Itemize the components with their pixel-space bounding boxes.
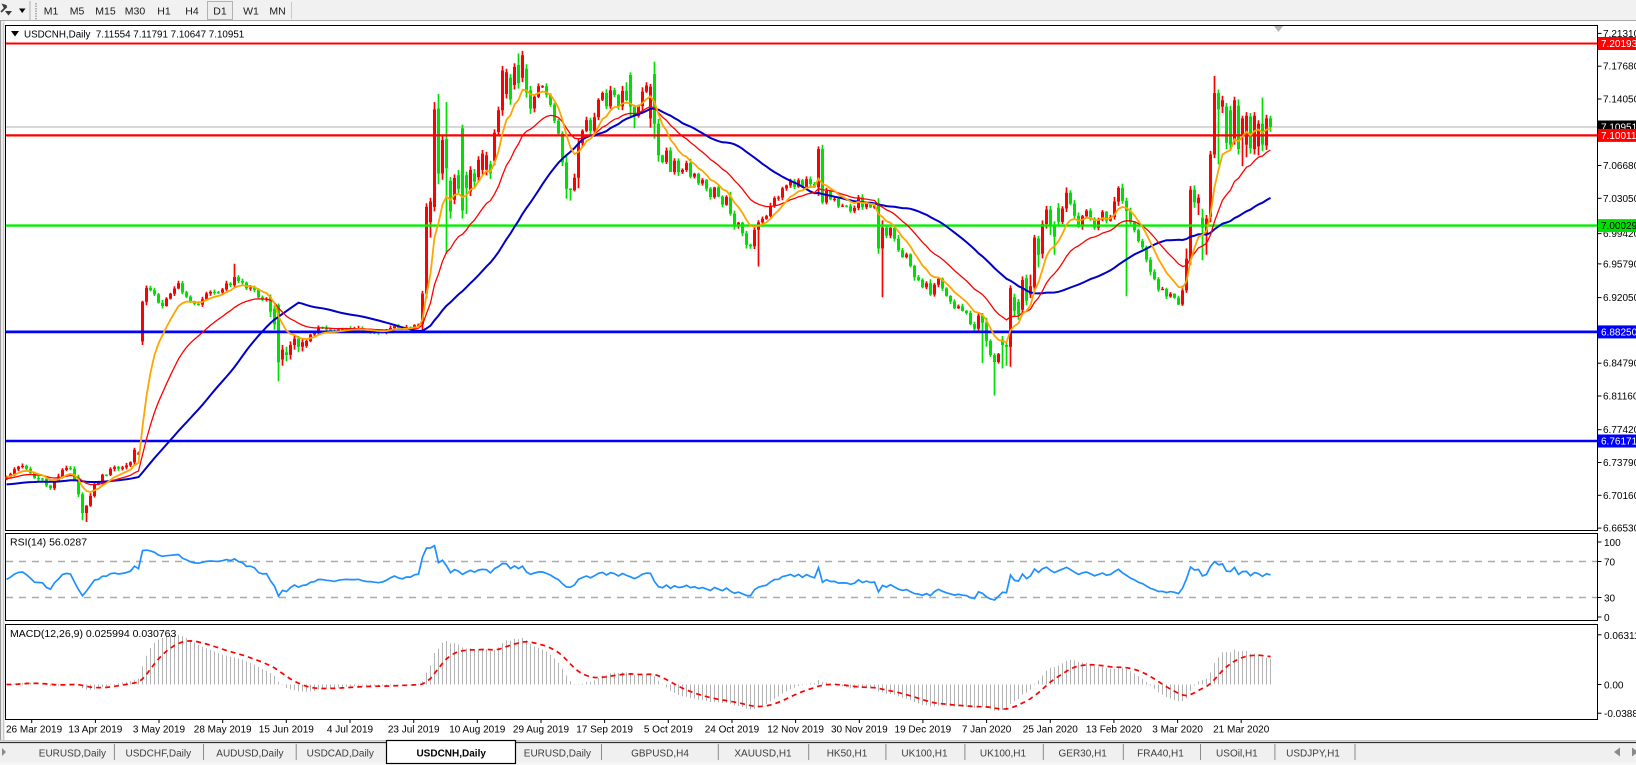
svg-text:EURUSD,Daily: EURUSD,Daily [39, 749, 106, 760]
svg-text:25 Jan 2020: 25 Jan 2020 [1023, 725, 1078, 736]
svg-text:70: 70 [1604, 558, 1616, 569]
svg-text:7.03050: 7.03050 [1603, 194, 1636, 205]
svg-text:RSI(14) 56.0287: RSI(14) 56.0287 [10, 537, 87, 549]
svg-text:7.10951: 7.10951 [1601, 123, 1636, 134]
svg-text:6.70160: 6.70160 [1603, 491, 1636, 502]
svg-text:13 Apr 2019: 13 Apr 2019 [68, 725, 122, 736]
svg-text:H4: H4 [185, 6, 199, 18]
svg-text:6.84790: 6.84790 [1603, 359, 1636, 370]
svg-text:7.17680: 7.17680 [1603, 62, 1636, 73]
svg-text:M30: M30 [125, 6, 146, 18]
svg-text:7.20193: 7.20193 [1601, 39, 1636, 50]
svg-text:USDCHF,Daily: USDCHF,Daily [126, 749, 192, 760]
svg-text:13 Feb 2020: 13 Feb 2020 [1086, 725, 1143, 736]
svg-text:3 May 2019: 3 May 2019 [133, 725, 186, 736]
svg-text:MN: MN [269, 6, 285, 18]
svg-text:USDCNH,Daily: USDCNH,Daily [416, 749, 486, 760]
svg-text:10 Aug 2019: 10 Aug 2019 [449, 725, 506, 736]
svg-text:USDCAD,Daily: USDCAD,Daily [307, 749, 374, 760]
svg-text:EURUSD,Daily: EURUSD,Daily [524, 749, 591, 760]
svg-text:6.99420: 6.99420 [1603, 229, 1636, 240]
svg-text:7.14050: 7.14050 [1603, 95, 1636, 106]
svg-text:30 Nov 2019: 30 Nov 2019 [831, 725, 888, 736]
svg-text:FRA40,H1: FRA40,H1 [1137, 749, 1184, 760]
svg-text:7 Jan 2020: 7 Jan 2020 [962, 725, 1012, 736]
svg-text:HK50,H1: HK50,H1 [827, 749, 868, 760]
svg-text:0.06311: 0.06311 [1604, 631, 1636, 642]
svg-text:19 Dec 2019: 19 Dec 2019 [895, 725, 952, 736]
svg-text:-0.03887: -0.03887 [1604, 709, 1636, 720]
svg-text:MACD(12,26,9) 0.025994 0.03076: MACD(12,26,9) 0.025994 0.030763 [10, 628, 177, 640]
svg-text:100: 100 [1604, 538, 1621, 549]
svg-text:7.06680: 7.06680 [1603, 161, 1636, 172]
svg-text:6.77420: 6.77420 [1603, 425, 1636, 436]
svg-text:7.21310: 7.21310 [1603, 29, 1636, 40]
svg-text:7.10011: 7.10011 [1601, 131, 1636, 142]
svg-text:6.81160: 6.81160 [1603, 392, 1636, 403]
svg-text:W1: W1 [243, 6, 259, 18]
svg-text:15 Jun 2019: 15 Jun 2019 [259, 725, 314, 736]
svg-text:UK100,H1: UK100,H1 [901, 749, 948, 760]
svg-text:12 Nov 2019: 12 Nov 2019 [767, 725, 824, 736]
svg-text:5 Oct 2019: 5 Oct 2019 [644, 725, 693, 736]
svg-text:M15: M15 [95, 6, 116, 18]
svg-text:AUDUSD,Daily: AUDUSD,Daily [216, 749, 283, 760]
svg-text:GER30,H1: GER30,H1 [1059, 749, 1108, 760]
svg-text:4 Jul 2019: 4 Jul 2019 [327, 725, 374, 736]
svg-text:M1: M1 [44, 6, 59, 18]
svg-text:6.73790: 6.73790 [1603, 458, 1636, 469]
svg-text:24 Oct 2019: 24 Oct 2019 [705, 725, 760, 736]
svg-text:23 Jul 2019: 23 Jul 2019 [388, 725, 440, 736]
svg-text:3 Mar 2020: 3 Mar 2020 [1152, 725, 1203, 736]
svg-text:17 Sep 2019: 17 Sep 2019 [576, 725, 633, 736]
svg-text:0.00: 0.00 [1604, 681, 1624, 692]
svg-text:30: 30 [1604, 594, 1616, 605]
svg-text:6.88250: 6.88250 [1601, 327, 1636, 338]
svg-text:0: 0 [1604, 613, 1610, 624]
svg-text:21 Mar 2020: 21 Mar 2020 [1213, 725, 1270, 736]
svg-text:6.92050: 6.92050 [1603, 293, 1636, 304]
svg-text:M5: M5 [70, 6, 85, 18]
svg-text:29 Aug 2019: 29 Aug 2019 [513, 725, 570, 736]
svg-text:GBPUSD,H4: GBPUSD,H4 [631, 749, 689, 760]
svg-text:H1: H1 [157, 6, 171, 18]
svg-text:D1: D1 [213, 6, 227, 18]
svg-text:28 May 2019: 28 May 2019 [194, 725, 252, 736]
svg-text:UK100,H1: UK100,H1 [980, 749, 1027, 760]
svg-text:XAUUSD,H1: XAUUSD,H1 [734, 749, 792, 760]
svg-text:USOil,H1: USOil,H1 [1216, 749, 1258, 760]
svg-text:26 Mar 2019: 26 Mar 2019 [6, 725, 63, 736]
svg-text:6.76171: 6.76171 [1601, 437, 1636, 448]
svg-text:6.66530: 6.66530 [1603, 524, 1636, 535]
svg-text:USDCNH,Daily 7.11554 7.11791: USDCNH,Daily 7.11554 7.11791 7.10647 7.1… [24, 30, 244, 41]
svg-text:6.95790: 6.95790 [1603, 259, 1636, 270]
svg-text:USDJPY,H1: USDJPY,H1 [1286, 749, 1340, 760]
svg-text:7.00029: 7.00029 [1601, 221, 1636, 232]
